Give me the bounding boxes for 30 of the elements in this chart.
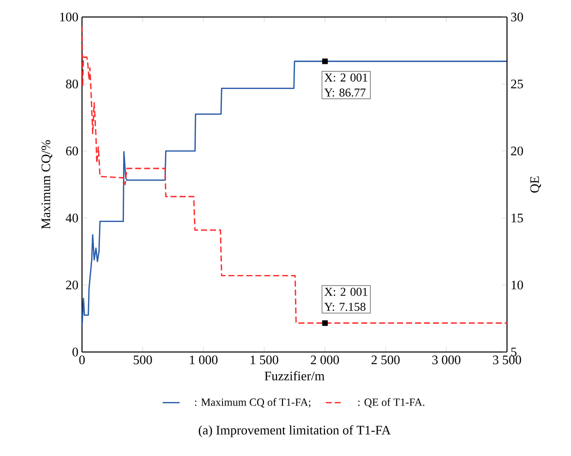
x-tick-label: 0 — [79, 356, 85, 364]
annotation: X: 2 001 — [324, 288, 368, 296]
legend-label: : QE of T1-FA. — [358, 398, 424, 408]
annotation: Y: 86.77 — [324, 88, 366, 97]
legend-label: : Maximum CQ of T1-FA; — [195, 398, 310, 408]
x-tick-label: 3 500 — [493, 356, 522, 364]
x-tick-label: 3 000 — [432, 356, 460, 364]
x-tick-label: 1 000 — [190, 356, 218, 364]
y2-tick-label: 20 — [511, 146, 523, 156]
y-tick-label: 0 — [72, 348, 78, 356]
y-tick-label: 100 — [60, 12, 78, 22]
y2-axis-title: QE — [530, 176, 541, 193]
y-tick-label: 20 — [66, 280, 78, 290]
annotation: Y: 7.158 — [324, 302, 366, 311]
x-tick-label: 1 500 — [250, 356, 278, 364]
x-tick-label: 2 000 — [310, 356, 339, 364]
y2-tick-label: 30 — [511, 12, 523, 22]
text: (a) Improvement limitation of T1-FA — [198, 425, 391, 438]
x-tick-label: 500 — [134, 356, 152, 364]
x-axis-title: Fuzzifier/m — [264, 371, 325, 380]
y2-tick-label: 15 — [512, 214, 523, 222]
annotation: X: 2 001 — [324, 74, 368, 82]
y2-tick-label: 25 — [511, 80, 523, 88]
y-tick-label: 80 — [66, 80, 78, 88]
y2-tick-label: 5 — [511, 348, 516, 356]
y-tick-label: 60 — [66, 146, 78, 156]
y-axis-title: Maximum CQ/% — [42, 140, 52, 229]
y2-tick-label: 10 — [512, 280, 523, 290]
y-tick-label: 40 — [66, 214, 78, 222]
x-tick-label: 2 500 — [372, 356, 400, 364]
